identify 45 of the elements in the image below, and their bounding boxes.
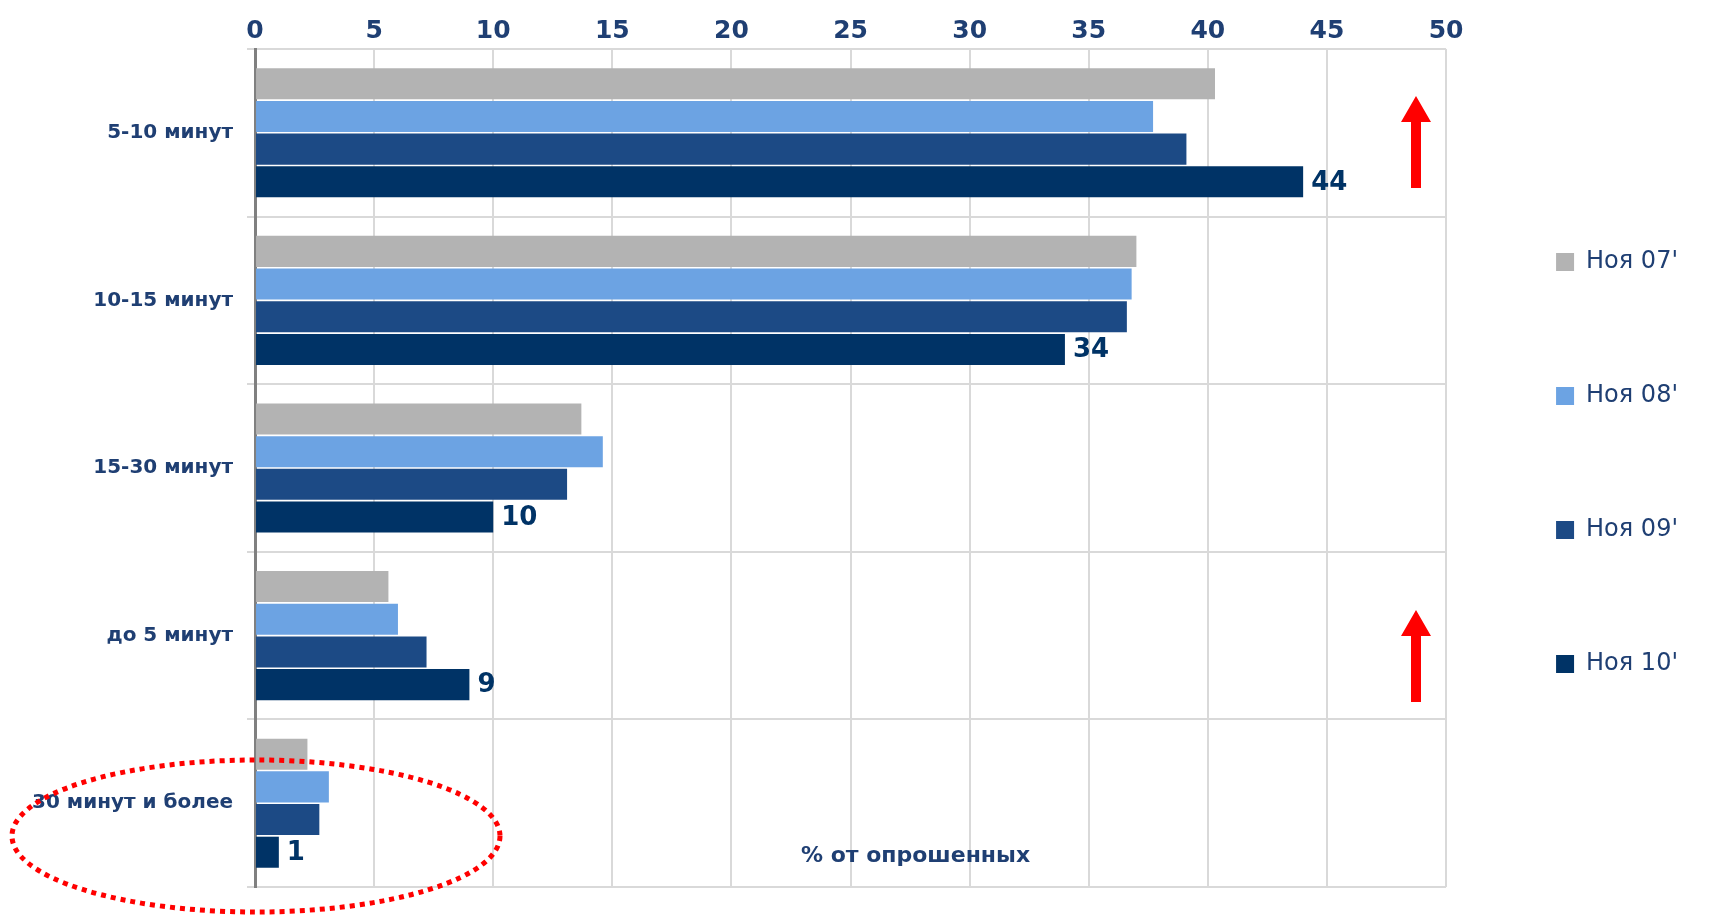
legend-label: Ноя 10': [1586, 648, 1678, 677]
y-tick-label: до 5 минут: [106, 621, 234, 646]
bar: [256, 468, 568, 500]
bar: [256, 501, 494, 533]
bar: [256, 771, 329, 803]
x-tick-label: 10: [475, 14, 511, 44]
x-axis-title: % от опрошенных: [800, 842, 1031, 867]
x-tick-label: 0: [246, 14, 264, 44]
legend-label: Ноя 07': [1586, 246, 1678, 275]
bar: [256, 636, 427, 668]
x-tick-label: 35: [1071, 14, 1107, 44]
x-tick-label: 30: [952, 14, 988, 44]
bar: [256, 571, 389, 603]
y-tick-label: 10-15 минут: [93, 286, 234, 311]
data-label: 1: [286, 835, 305, 866]
bar: [256, 603, 398, 635]
data-label: 34: [1072, 333, 1110, 364]
bar: [256, 333, 1065, 365]
data-label: 9: [477, 668, 496, 699]
y-tick-label: 15-30 минут: [93, 454, 234, 479]
bar: [256, 133, 1187, 165]
x-tick-label: 40: [1190, 14, 1226, 44]
bar: [256, 669, 470, 701]
x-tick-label: 20: [714, 14, 749, 44]
bar: [256, 68, 1215, 100]
bar: [256, 166, 1304, 198]
bar: [256, 436, 603, 468]
bar: [256, 738, 308, 770]
bar: [256, 804, 320, 836]
data-label: 44: [1311, 165, 1348, 196]
x-tick-label: 5: [365, 14, 383, 44]
data-label: 10: [501, 500, 538, 531]
x-tick-label: 50: [1428, 14, 1464, 44]
bar: [256, 268, 1132, 300]
bar: [256, 235, 1137, 267]
legend-label: Ноя 09': [1586, 514, 1678, 543]
bar: [256, 301, 1127, 333]
y-tick-label: 5-10 минут: [107, 119, 234, 143]
x-tick-label: 45: [1309, 14, 1345, 44]
bar: [256, 836, 279, 868]
bar: [256, 100, 1154, 132]
bar: [256, 403, 582, 435]
x-tick-label: 15: [594, 14, 630, 44]
x-tick-label: 25: [833, 14, 868, 44]
legend-label: Ноя 08': [1586, 380, 1678, 409]
